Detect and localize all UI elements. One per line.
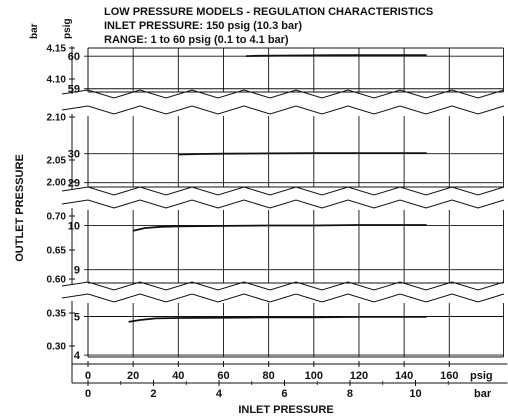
x-psig-tick-label: 20 bbox=[127, 370, 139, 382]
psig-tick-label: 60 bbox=[68, 51, 80, 63]
axis-break-lower bbox=[61, 281, 505, 291]
x-psig-tick-label: 40 bbox=[172, 370, 184, 382]
chart-subtitle-inlet: INLET PRESSURE: 150 psig (10.3 bar) bbox=[104, 20, 302, 32]
x-axis-title: INLET PRESSURE bbox=[238, 404, 333, 416]
bar-tick-label: 2.05 bbox=[47, 156, 67, 167]
x-psig-tick-label: 0 bbox=[85, 370, 91, 382]
psig-tick-label: 9 bbox=[74, 265, 80, 277]
x-bar-unit: bar bbox=[474, 388, 492, 400]
x-bar-tick-label: 2 bbox=[150, 388, 156, 400]
psig-tick-label: 5 bbox=[74, 312, 80, 324]
x-psig-tick-label: 160 bbox=[440, 370, 458, 382]
x-psig-tick-label: 140 bbox=[395, 370, 413, 382]
axis-breaks-layer bbox=[61, 89, 505, 303]
psig-tick-label: 4 bbox=[74, 350, 81, 362]
x-bar-tick-label: 0 bbox=[85, 388, 91, 400]
axis-break-upper bbox=[61, 199, 505, 209]
chart-subtitle-range: RANGE: 1 to 60 psig (0.1 to 4.1 bar) bbox=[104, 34, 289, 46]
psig-tick-label: 59 bbox=[68, 84, 80, 96]
x-psig-tick-label: 120 bbox=[350, 370, 368, 382]
tick-labels-layer: 4.104.1559602.002.052.1029300.600.650.70… bbox=[47, 44, 493, 401]
y-unit-bar: bar bbox=[29, 23, 40, 39]
bar-tick-label: 0.70 bbox=[47, 212, 67, 223]
x-psig-tick-label: 80 bbox=[263, 370, 275, 382]
bar-tick-label: 0.60 bbox=[47, 275, 67, 286]
psig-tick-label: 10 bbox=[68, 220, 80, 232]
bar-tick-label: 0.30 bbox=[47, 342, 67, 353]
axis-break-upper bbox=[61, 105, 505, 115]
bar-tick-label: 2.10 bbox=[47, 113, 67, 124]
x-bar-tick-label: 6 bbox=[281, 388, 287, 400]
axis-break-lower bbox=[61, 89, 505, 99]
x-psig-tick-label: 60 bbox=[217, 370, 229, 382]
bar-tick-label: 4.10 bbox=[47, 75, 67, 86]
series-layer bbox=[128, 54, 427, 323]
regulation-series-line bbox=[246, 54, 427, 57]
axes-layer bbox=[69, 46, 508, 386]
bar-tick-label: 0.65 bbox=[47, 246, 67, 257]
x-psig-unit: psig bbox=[470, 370, 493, 382]
psig-tick-label: 29 bbox=[68, 178, 80, 190]
bar-tick-label: 0.35 bbox=[47, 309, 67, 320]
x-psig-tick-label: 100 bbox=[305, 370, 323, 382]
bar-tick-label: 4.15 bbox=[47, 44, 67, 55]
x-bar-tick-label: 10 bbox=[409, 388, 421, 400]
axis-break-upper bbox=[61, 293, 505, 303]
psig-tick-label: 30 bbox=[68, 149, 80, 161]
y-axis-title: OUTLET PRESSURE bbox=[14, 154, 26, 262]
x-bar-tick-label: 4 bbox=[216, 388, 223, 400]
bar-tick-label: 2.00 bbox=[47, 178, 67, 189]
x-bar-tick-label: 8 bbox=[347, 388, 353, 400]
axis-break-lower bbox=[61, 186, 505, 196]
y-unit-psig: psig bbox=[62, 18, 73, 39]
chart-title: LOW PRESSURE MODELS - REGULATION CHARACT… bbox=[104, 6, 433, 18]
